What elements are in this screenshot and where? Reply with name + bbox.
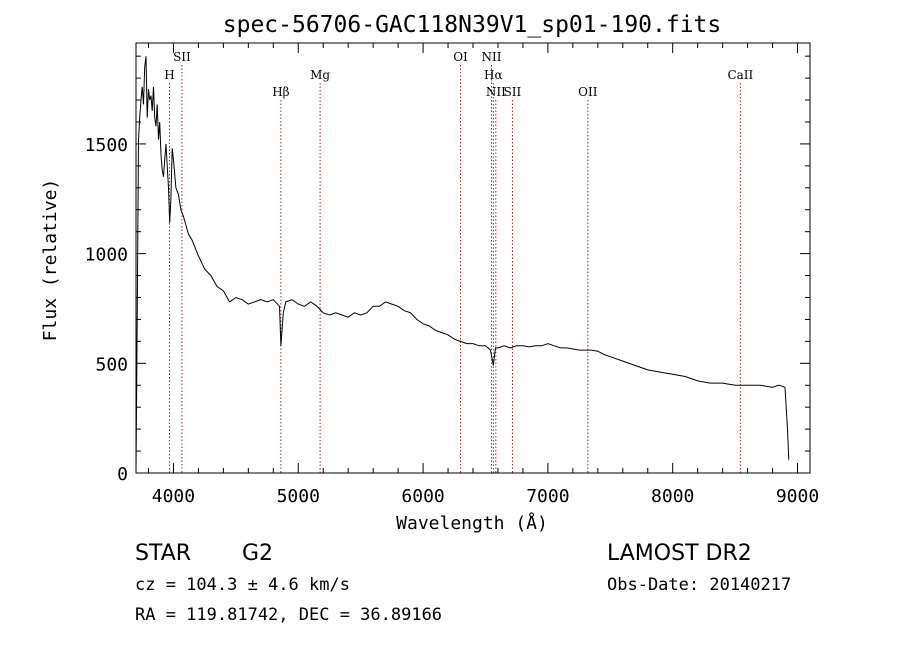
line-marker-label: Hβ (272, 85, 289, 99)
redshift-text: cz = 104.3 ± 4.6 km/s (135, 575, 350, 595)
line-marker-label: OII (578, 85, 598, 99)
chart-title: spec-56706-GAC118N39V1_sp01-190.fits (223, 12, 722, 38)
x-tick-label: 4000 (152, 486, 195, 507)
axes-group: 4000 5000 6000 7000 8000 9000 0 500 1000 1500 (85, 43, 819, 507)
line-marker-label: SII (173, 50, 191, 64)
line-marker-label: Hα (484, 68, 503, 82)
survey-name: LAMOST DR2 (607, 541, 752, 566)
spectrum-line (135, 56, 790, 474)
y-axis-label: Flux (relative) (40, 179, 61, 342)
x-tick-label: 5000 (277, 486, 320, 507)
y-tick-label: 0 (117, 464, 128, 485)
line-marker-label: SII (504, 85, 522, 99)
plot-frame (135, 42, 811, 474)
line-marker-label: H (164, 68, 174, 82)
coords-text: RA = 119.81742, DEC = 36.89166 (135, 605, 442, 625)
line-marker-label: OI (453, 50, 468, 64)
x-tick-label: 6000 (401, 486, 444, 507)
object-subclass: G2 (242, 541, 273, 566)
y-tick-label: 1000 (85, 245, 128, 266)
obs-date-text: Obs-Date: 20140217 (607, 575, 791, 595)
line-marker-label: CaII (727, 68, 753, 82)
x-axis-label: Wavelength (Å) (396, 512, 548, 534)
x-tick-label: 7000 (526, 486, 569, 507)
line-marker-label: NII (481, 50, 501, 64)
x-tick-label: 9000 (776, 486, 819, 507)
y-tick-label: 1500 (85, 135, 128, 156)
x-tick-label: 8000 (651, 486, 694, 507)
line-marker-label: Mg (310, 68, 330, 82)
object-class: STAR (135, 541, 191, 566)
line-marker-label: NII (486, 85, 506, 99)
y-tick-label: 500 (95, 354, 128, 375)
